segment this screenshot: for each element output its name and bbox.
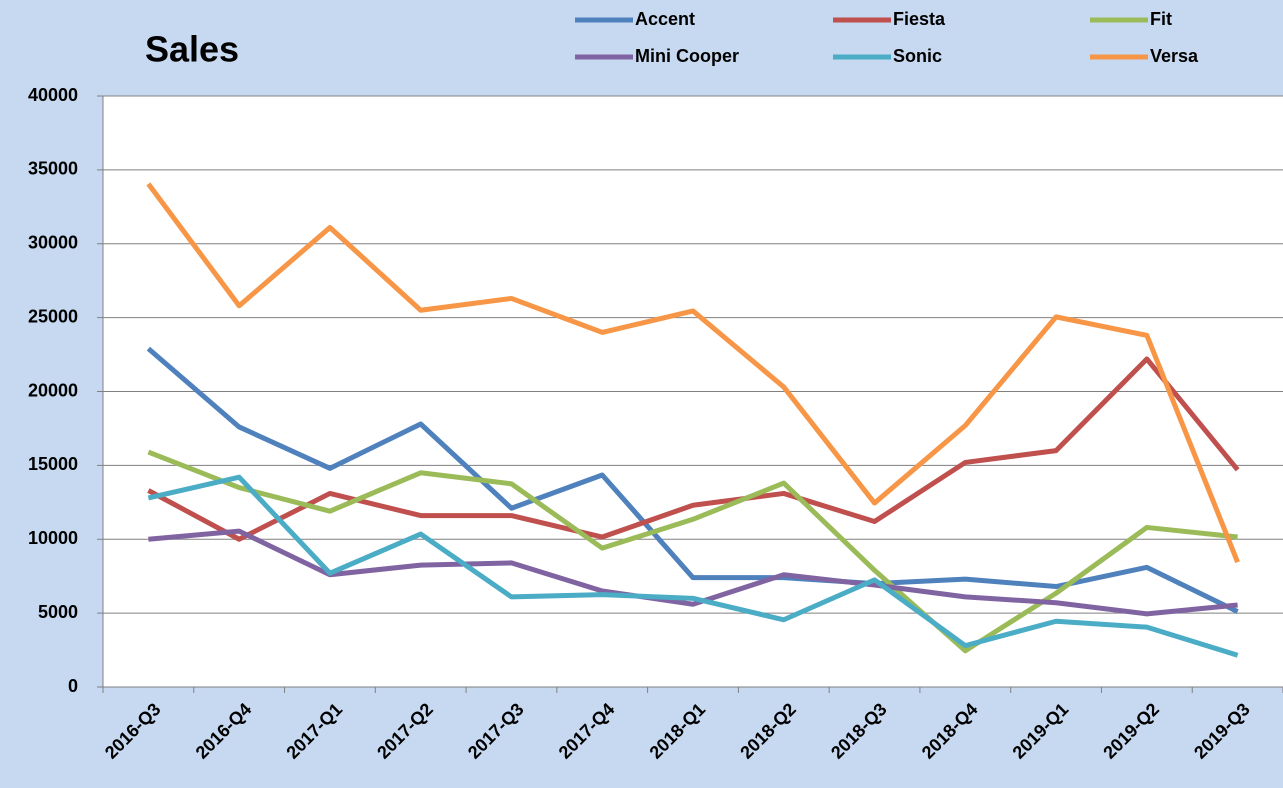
legend-label: Fit [1150,9,1172,29]
series-line [147,356,1240,542]
y-tick-label: 40000 [28,85,78,105]
y-tick-label: 5000 [38,602,78,622]
legend-label: Sonic [893,46,942,66]
y-tick-label: 35000 [28,159,78,179]
y-tick-label: 30000 [28,233,78,253]
legend-label: Accent [635,9,695,29]
legend-label: Fiesta [893,9,946,29]
y-tick-label: 10000 [28,528,78,548]
series-line [147,474,1239,658]
series-line [146,346,1239,614]
y-tick-label: 15000 [28,454,78,474]
y-tick-label: 0 [68,676,78,696]
y-tick-label: 25000 [28,306,78,326]
chart-title: Sales [145,29,239,70]
legend-label: Mini Cooper [635,46,739,66]
y-tick-label: 20000 [28,380,78,400]
series-line [146,182,1240,564]
legend-label: Versa [1150,46,1199,66]
series-line [147,449,1238,654]
